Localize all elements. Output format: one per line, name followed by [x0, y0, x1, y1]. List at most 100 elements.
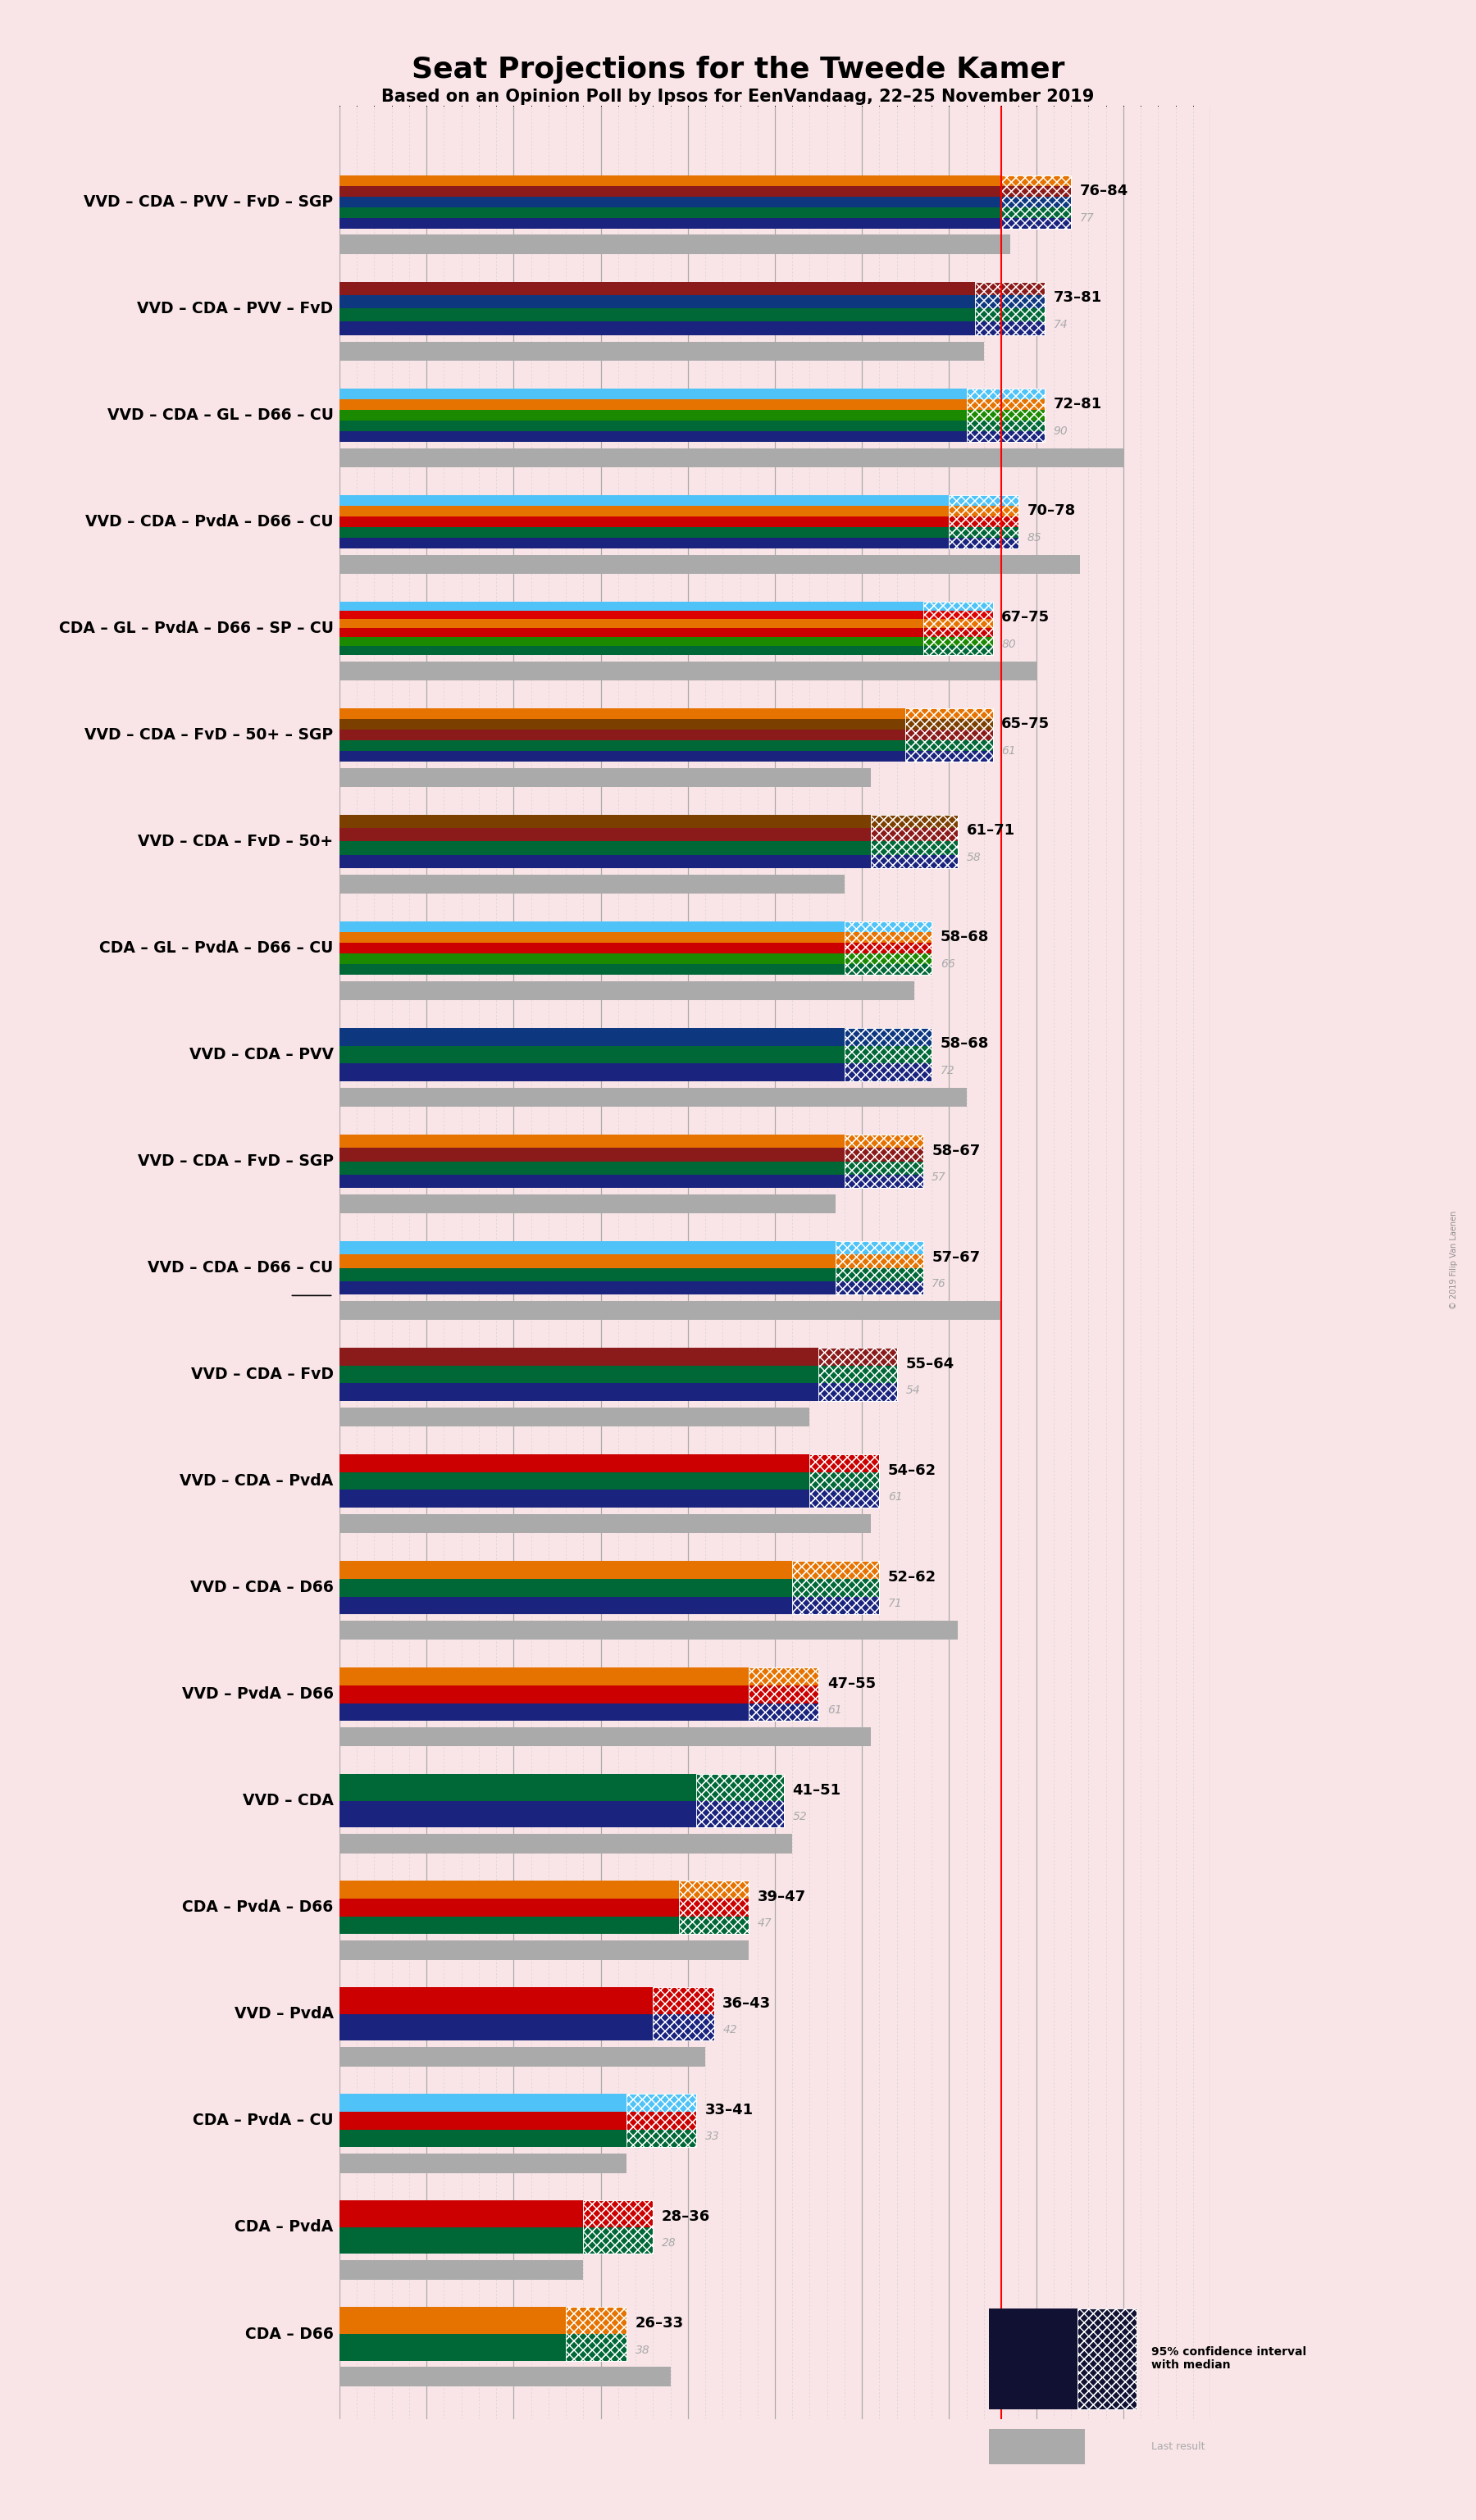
Text: © 2019 Filip Van Laenen: © 2019 Filip Van Laenen [1449, 1210, 1458, 1310]
Text: 58–68: 58–68 [940, 930, 989, 945]
Text: 47–55: 47–55 [827, 1676, 875, 1691]
Bar [871, 814, 958, 867]
Bar [339, 1366, 897, 1383]
Bar [339, 537, 1018, 549]
Text: 54–62: 54–62 [889, 1464, 937, 1477]
Text: VVD – CDA – PVV: VVD – CDA – PVV [189, 1046, 334, 1063]
Text: 47: 47 [757, 1918, 772, 1930]
Text: 74: 74 [1054, 318, 1069, 330]
Bar [339, 1898, 748, 1915]
Bar [339, 627, 992, 638]
Bar [967, 388, 1045, 441]
Bar [339, 1089, 967, 1106]
Bar [748, 1668, 819, 1721]
Bar [339, 1560, 880, 1580]
Bar [627, 2094, 697, 2147]
Text: VVD – CDA – D66: VVD – CDA – D66 [190, 1580, 334, 1595]
Bar [810, 1454, 880, 1507]
Text: VVD – CDA – D66 – CU: VVD – CDA – D66 – CU [148, 1260, 334, 1275]
Bar [627, 2094, 697, 2147]
Text: Based on an Opinion Poll by Ipsos for EenVandaag, 22–25 November 2019: Based on an Opinion Poll by Ipsos for Ee… [382, 88, 1094, 106]
Bar [339, 854, 958, 867]
Bar [339, 1194, 835, 1215]
Text: 41–51: 41–51 [793, 1782, 841, 1797]
Text: 66: 66 [940, 958, 955, 970]
Bar [339, 2308, 627, 2334]
Bar [810, 1454, 880, 1507]
Bar [565, 2308, 627, 2361]
Bar [339, 174, 1072, 186]
Bar [339, 708, 992, 718]
Text: 42: 42 [723, 2024, 737, 2036]
Bar [339, 1149, 922, 1162]
Text: CDA – D66: CDA – D66 [245, 2326, 334, 2341]
Bar [793, 1560, 880, 1615]
Bar [339, 1472, 880, 1489]
Bar [835, 1242, 922, 1295]
Bar [339, 1940, 748, 1961]
Text: 39–47: 39–47 [757, 1890, 806, 1905]
Bar [339, 507, 1018, 517]
Text: VVD – PvdA – D66: VVD – PvdA – D66 [182, 1686, 334, 1701]
Bar [339, 2366, 670, 2386]
Bar [339, 2334, 627, 2361]
Bar [339, 340, 984, 360]
Bar [339, 660, 1036, 680]
Bar [844, 1028, 931, 1081]
Text: 57–67: 57–67 [931, 1250, 980, 1265]
Bar [339, 234, 1010, 255]
Text: 72–81: 72–81 [1054, 398, 1103, 411]
Text: 76: 76 [931, 1278, 946, 1290]
Bar [583, 2200, 652, 2253]
Text: 28: 28 [661, 2238, 676, 2248]
Bar [339, 1348, 897, 1366]
Bar [339, 814, 958, 829]
Bar [652, 1988, 714, 2041]
Text: Last result: Last result [1151, 2442, 1204, 2452]
Bar [697, 1774, 784, 1827]
Bar [339, 842, 958, 854]
Text: 57: 57 [931, 1172, 946, 1182]
Text: 76–84: 76–84 [1080, 184, 1128, 199]
Bar [339, 1620, 958, 1641]
Bar [339, 2260, 583, 2281]
Text: VVD – CDA – FvD – 50+: VVD – CDA – FvD – 50+ [139, 834, 334, 849]
Text: CDA – PvdA – CU: CDA – PvdA – CU [193, 2112, 334, 2129]
Text: 80: 80 [1001, 638, 1015, 650]
Text: VVD – CDA – PVV – FvD: VVD – CDA – PVV – FvD [137, 300, 334, 315]
Bar [818, 1348, 897, 1401]
Bar [339, 1454, 880, 1472]
Bar [339, 1174, 922, 1187]
Bar [339, 1988, 714, 2013]
Bar [339, 207, 1072, 217]
Bar [339, 728, 992, 741]
Bar [339, 942, 931, 953]
Bar [339, 751, 992, 761]
Bar [339, 1580, 880, 1598]
Text: 71: 71 [889, 1598, 903, 1610]
Bar [339, 741, 992, 751]
Bar [339, 1046, 931, 1063]
Bar [339, 421, 1045, 431]
Bar [339, 295, 1045, 307]
Bar [339, 1880, 748, 1898]
Bar [339, 282, 1045, 295]
Text: 73–81: 73–81 [1054, 290, 1103, 305]
Bar [844, 1028, 931, 1081]
Bar [339, 217, 1072, 229]
Text: 61: 61 [889, 1492, 903, 1502]
Text: CDA – GL – PvdA – D66 – SP – CU: CDA – GL – PvdA – D66 – SP – CU [59, 620, 334, 635]
Text: VVD – CDA – FvD: VVD – CDA – FvD [190, 1366, 334, 1383]
Bar [339, 494, 1018, 507]
Bar [339, 307, 1045, 323]
Bar [679, 1880, 748, 1935]
Bar [844, 1134, 922, 1187]
Bar [906, 708, 993, 761]
Bar [339, 186, 1072, 197]
Text: VVD – CDA – PvdA: VVD – CDA – PvdA [180, 1474, 334, 1489]
Bar [922, 602, 992, 655]
Text: VVD – CDA: VVD – CDA [242, 1794, 334, 1809]
Text: VVD – CDA – GL – D66 – CU: VVD – CDA – GL – D66 – CU [108, 408, 334, 423]
Text: 67–75: 67–75 [1001, 610, 1049, 625]
Bar [339, 965, 931, 975]
